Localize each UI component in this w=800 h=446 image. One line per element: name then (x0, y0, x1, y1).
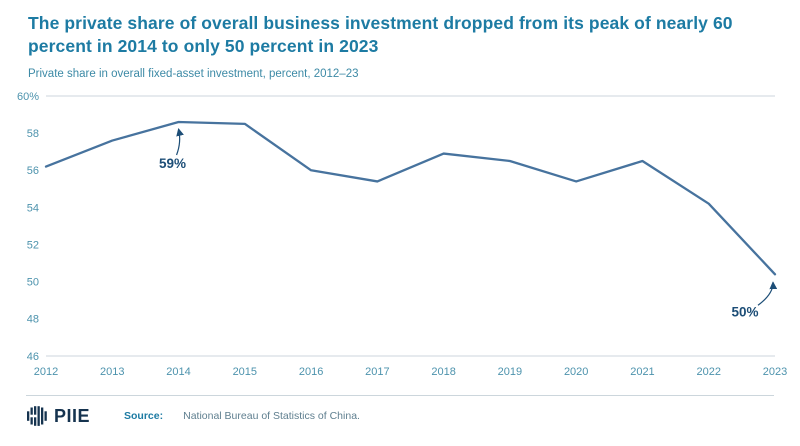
line-chart-svg: 46 48 50 52 54 56 58 60% 2012 2013 2014 2015 2016 201… (17, 91, 787, 378)
x-axis-label: 2013 (100, 366, 124, 378)
x-axis-label: 2022 (696, 366, 720, 378)
chart-subtitle: Private share in overall fixed-asset inv… (28, 68, 359, 81)
x-axis-label: 2018 (431, 366, 455, 378)
data-line (44, 121, 777, 276)
y-axis-label: 54 (27, 202, 39, 214)
y-axis-label: 46 (27, 351, 39, 363)
x-axis-label: 2014 (166, 366, 190, 378)
source-label: Source: (124, 410, 164, 423)
line-chart: 46 48 50 52 54 56 58 60% 2012 2013 2014 2015 2016 201… (0, 86, 800, 391)
y-axis-label: 48 (27, 314, 39, 326)
annotation-label: 59% (159, 156, 186, 171)
piie-logo: PIIE (26, 405, 90, 427)
x-axis-label: 2016 (299, 366, 323, 378)
y-axis-label: 50 (27, 277, 39, 289)
y-axis-label: 58 (27, 128, 39, 140)
x-axis-label: 2017 (365, 366, 389, 378)
x-axis-label: 2019 (498, 366, 522, 378)
x-axis-label: 2021 (630, 366, 654, 378)
x-axis-label: 2015 (233, 366, 257, 378)
footer: PIIE Source: National Bureau of Statisti… (26, 395, 774, 427)
y-axis-label: 60% (17, 91, 39, 103)
annotation-arrow (175, 128, 184, 156)
x-axis-label: 2020 (564, 366, 588, 378)
y-axis-label: 52 (27, 240, 39, 252)
chart-title: The private share of overall business in… (28, 13, 733, 57)
x-axis-label: 2023 (763, 366, 787, 378)
y-axis-label: 56 (27, 165, 39, 177)
source-line: Source: National Bureau of Statistics of… (124, 410, 360, 422)
annotation-label: 50% (731, 304, 758, 319)
annotation-arrow (757, 281, 778, 306)
piie-logo-text: PIIE (54, 405, 91, 426)
piie-logo-icon (27, 406, 47, 427)
x-axis-label: 2012 (34, 366, 58, 378)
source-text: National Bureau of Statistics of China. (183, 410, 360, 423)
